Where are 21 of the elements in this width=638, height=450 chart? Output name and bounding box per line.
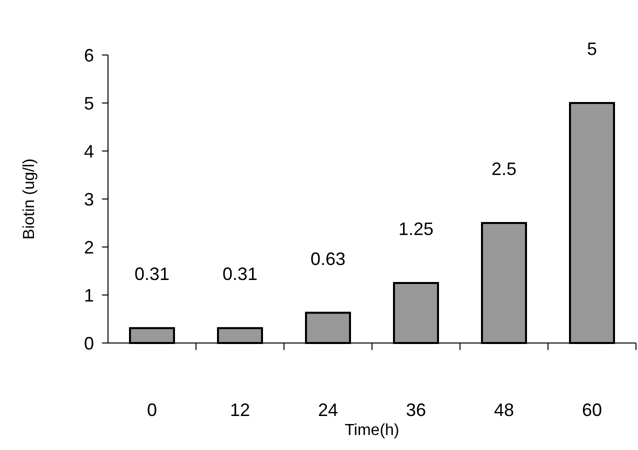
x-tick-label: 48 xyxy=(494,400,514,420)
y-tick-label: 6 xyxy=(84,45,94,66)
y-tick-label: 1 xyxy=(84,285,94,306)
data-label: 5 xyxy=(586,39,598,59)
x-tick-label: 24 xyxy=(318,400,338,420)
y-tick-label: 2 xyxy=(84,237,94,258)
y-axis-title: Biotin (ug/l) xyxy=(21,158,38,240)
x-tick-label: 0 xyxy=(146,400,158,420)
x-tick-label: 60 xyxy=(582,400,602,420)
x-axis-title: Time(h) xyxy=(344,422,400,439)
data-label: 0.31 xyxy=(222,264,258,284)
data-label: 0.63 xyxy=(310,248,346,269)
x-tick-label: 36 xyxy=(406,400,426,420)
y-tick-label: 4 xyxy=(84,141,94,162)
data-label: 0.31 xyxy=(134,264,170,284)
x-tick-label: 12 xyxy=(230,400,250,420)
data-label: 1.25 xyxy=(398,219,434,239)
y-tick-label: 3 xyxy=(84,189,94,210)
data-label: 2.5 xyxy=(491,159,517,179)
y-tick-label: 0 xyxy=(84,333,94,354)
y-tick-label: 5 xyxy=(84,93,94,114)
